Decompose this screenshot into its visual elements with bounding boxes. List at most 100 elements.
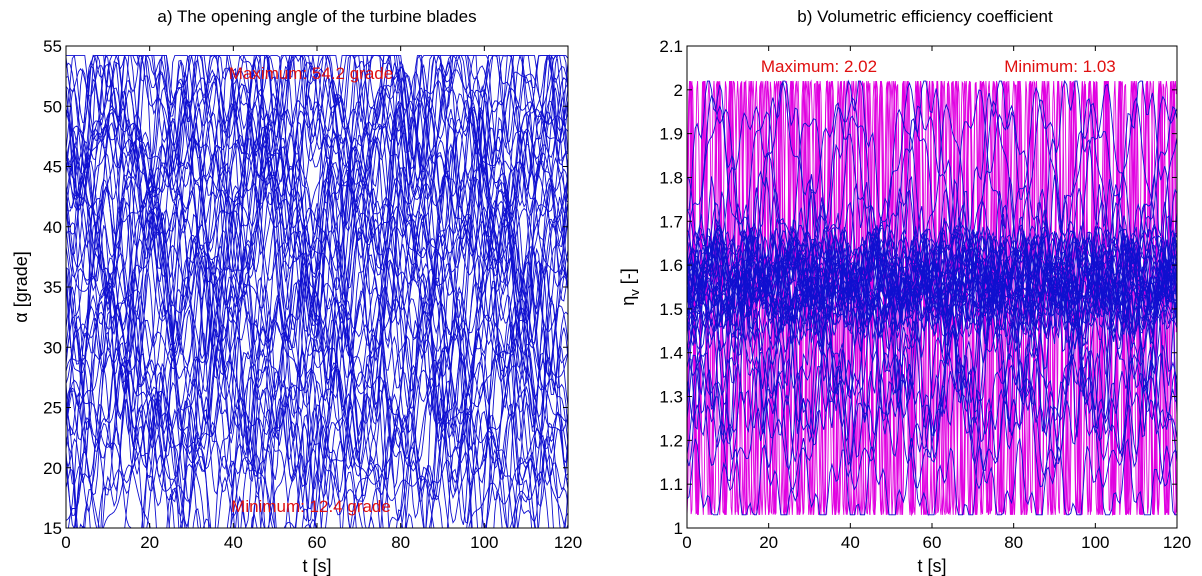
- panel-b-series-line-blue: [687, 187, 1177, 300]
- panel-a-ytick-label: 30: [43, 338, 62, 357]
- panel-a-series-line: [66, 54, 568, 213]
- panel-a-series-line: [66, 55, 568, 269]
- panel-a-series-line: [79, 390, 533, 528]
- panel-a-series-line: [66, 54, 568, 224]
- panel-a-series-line: [66, 364, 568, 528]
- panel-a-series-line: [66, 272, 568, 528]
- panel-a-series-line: [67, 316, 568, 528]
- panel-a-xtick-label: 60: [308, 533, 327, 552]
- panel-b-xlabel: t [s]: [917, 556, 946, 576]
- panel-b-xtick-label: 40: [841, 533, 860, 552]
- panel-b-ytick-label: 1.1: [659, 475, 683, 494]
- panel-a-series-line: [66, 167, 568, 437]
- panel-a-series-line: [66, 338, 568, 484]
- panel-b-series-line-blue: [687, 79, 1177, 251]
- panel-a-series-line: [66, 176, 568, 465]
- panel-a-series-line: [66, 309, 568, 464]
- panel-b-ytick-label: 1.4: [659, 344, 683, 363]
- panel-b-ytick-label: 1.8: [659, 168, 683, 187]
- panel-b-ytick-label: 2.1: [659, 37, 683, 56]
- panel-a-series-line: [66, 271, 568, 503]
- panel-a-xtick-label: 0: [61, 533, 70, 552]
- panel-b-xtick-label: 100: [1081, 533, 1109, 552]
- panel-b-ylabel-subscript: v: [627, 289, 642, 296]
- panel-a-xtick-label: 80: [391, 533, 410, 552]
- panel-a-series-line: [66, 327, 568, 528]
- panel-a-xtick-label: 120: [554, 533, 582, 552]
- panel-a-series-line: [66, 398, 539, 528]
- panel-a-series-line: [66, 55, 568, 210]
- panel-b-xtick-label: 80: [1004, 533, 1023, 552]
- panel-a-title: a) The opening angle of the turbine blad…: [157, 7, 476, 26]
- panel-a-series-line: [66, 55, 568, 170]
- panel-a-series-line: [66, 240, 568, 528]
- panel-b-series-line-blue: [687, 241, 1177, 407]
- panel-a-ytick-label: 40: [43, 218, 62, 237]
- panel-b-series-line-blue: [687, 97, 1177, 255]
- panel-b-series-line-blue: [687, 356, 1177, 438]
- panel-a-series-line: [66, 331, 568, 528]
- panel-b-xtick-label: 20: [759, 533, 778, 552]
- panel-a-series-line: [66, 334, 568, 528]
- panel-b-series-line-blue: [687, 310, 1177, 478]
- panel-a-xtick-label: 20: [140, 533, 159, 552]
- panel-b-xtick-label: 0: [682, 533, 691, 552]
- panel-a-series-line: [66, 104, 568, 346]
- panel-a-ytick-label: 20: [43, 459, 62, 478]
- panel-b-ytick-label: 1.7: [659, 212, 683, 231]
- panel-a-series-line: [66, 55, 568, 198]
- panel-b-series-line-blue: [687, 437, 1177, 516]
- panel-b-ytick-label: 1.5: [659, 300, 683, 319]
- panel-b-series-line-blue: [687, 102, 1177, 269]
- panel-a-series: [66, 54, 568, 528]
- panel-a-min-annotation: Minimum: 12.4 grade: [231, 497, 391, 516]
- panel-b-series: [687, 79, 1177, 517]
- panel-a-series-line: [66, 245, 568, 528]
- panel-a-max-annotation: Maximum: 54.2 grade: [229, 64, 393, 83]
- panel-a: a) The opening angle of the turbine blad…: [11, 7, 582, 576]
- panel-a-ytick-label: 15: [43, 519, 62, 538]
- panel-b-min-annotation: Minimum: 1.03: [1004, 57, 1115, 76]
- panel-b-xtick-label: 60: [923, 533, 942, 552]
- panel-a-ticks: 0 20 40 60 80 100 120 15 20 25 30 35 40 45 50 55: [43, 37, 582, 552]
- panel-b-ytick-label: 1.9: [659, 125, 683, 144]
- panel-a-ylabel: α [grade]: [11, 251, 31, 322]
- panel-b-ylabel-symbol: η: [618, 296, 638, 306]
- panel-a-xlabel: t [s]: [302, 556, 331, 576]
- panel-b-xtick-label: 120: [1163, 533, 1191, 552]
- panel-b-ylabel: ηv [-]: [618, 268, 642, 306]
- panel-a-series-line: [66, 182, 568, 418]
- panel-b: b) Volumetric efficiency coefficient 0 20…: [618, 7, 1191, 576]
- panel-a-series-line: [66, 75, 568, 381]
- panel-b-series-line-blue: [687, 80, 1177, 264]
- panel-b-ticks: 0 20 40 60 80 100 120 1 1.1 1.2 1.3 1.4 1.5 1.6 1.7 1.8…: [659, 37, 1191, 552]
- panel-b-ytick-label: 2: [674, 81, 683, 100]
- panel-b-series-line-blue: [687, 232, 1177, 318]
- panel-a-ytick-label: 45: [43, 158, 62, 177]
- panel-b-series-line-magenta: [687, 79, 1177, 517]
- panel-b-series-line-blue: [687, 246, 1177, 343]
- panel-b-ytick-label: 1.2: [659, 431, 683, 450]
- panel-b-title: b) Volumetric efficiency coefficient: [797, 7, 1053, 26]
- panel-b-series-line-blue: [687, 260, 1177, 339]
- panel-b-ylabel-suffix: [-]: [618, 268, 638, 289]
- panel-b-series-line-blue: [687, 212, 1177, 355]
- panel-a-series-line: [66, 54, 568, 295]
- panel-a-series-line: [66, 101, 568, 364]
- panel-b-ytick-label: 1.3: [659, 388, 683, 407]
- panel-a-series-line: [66, 237, 568, 524]
- panel-a-xtick-label: 100: [470, 533, 498, 552]
- panel-a-ytick-label: 55: [43, 37, 62, 56]
- panel-a-ytick-label: 25: [43, 399, 62, 418]
- panel-b-max-annotation: Maximum: 2.02: [761, 57, 877, 76]
- panel-a-series-line: [66, 160, 568, 365]
- panel-a-ytick-label: 35: [43, 278, 62, 297]
- panel-a-series-line: [66, 224, 568, 421]
- panel-b-ytick-label: 1.6: [659, 256, 683, 275]
- panel-a-series-line: [73, 414, 568, 528]
- panel-a-series-line: [66, 55, 568, 249]
- panel-a-xtick-label: 40: [224, 533, 243, 552]
- panel-b-series-line-blue: [687, 307, 1177, 443]
- panel-b-ytick-label: 1: [674, 519, 683, 538]
